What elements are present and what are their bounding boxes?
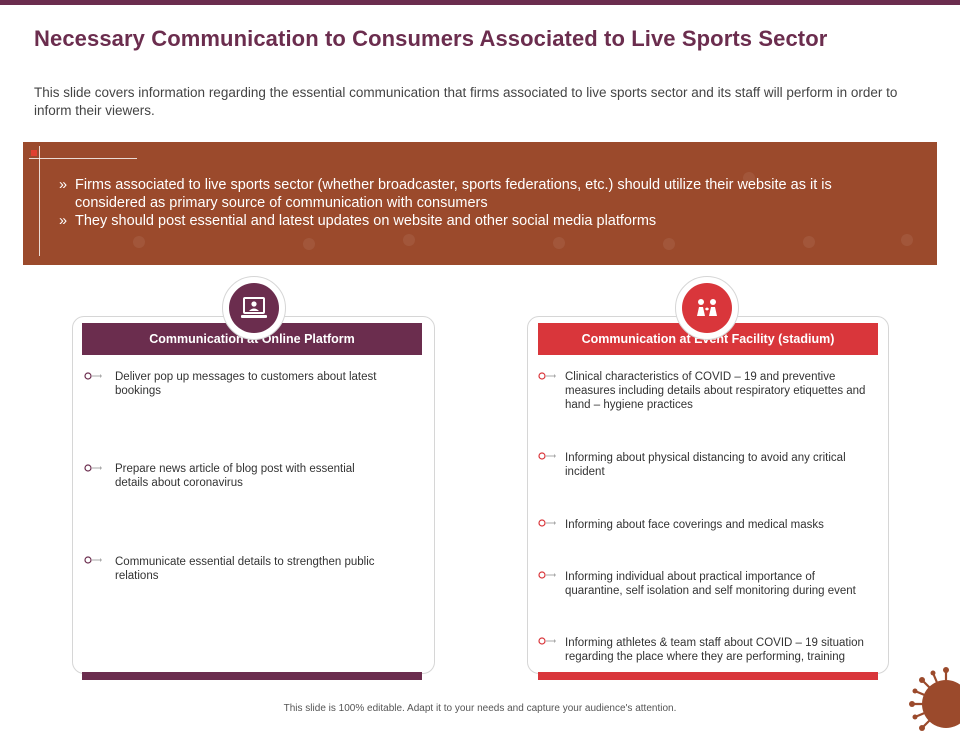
- slide-title: Necessary Communication to Consumers Ass…: [34, 26, 828, 51]
- event-item: Clinical characteristics of COVID – 19 a…: [565, 371, 866, 411]
- intro-text: This slide covers information regarding …: [34, 85, 898, 118]
- online-item: Deliver pop up messages to customers abo…: [115, 371, 377, 397]
- banner-bullet-list: » Firms associated to live sports sector…: [59, 176, 889, 230]
- decor-square: [31, 150, 37, 156]
- people-stadium-icon: [682, 283, 732, 333]
- ring-arrow-icon: [84, 372, 102, 380]
- online-item: Prepare news article of blog post with e…: [115, 463, 355, 489]
- online-item: Communicate essential details to strengt…: [115, 556, 375, 582]
- banner-bullet: » They should post essential and latest …: [59, 212, 889, 230]
- event-facility-icon-ring: [675, 276, 739, 340]
- ring-arrow-icon: [538, 571, 556, 579]
- event-item: Informing individual about practical imp…: [565, 571, 856, 597]
- highlight-banner: » Firms associated to live sports sector…: [23, 142, 937, 265]
- decor-dot: [663, 238, 675, 250]
- event-item: Informing athletes & team staff about CO…: [565, 637, 864, 663]
- virus-icon: [909, 667, 960, 731]
- online-platform-footer-bar: [82, 672, 422, 680]
- ring-arrow-icon: [84, 464, 102, 472]
- decor-line: [29, 158, 137, 159]
- bullet-mark: »: [59, 177, 68, 193]
- ring-arrow-icon: [84, 556, 102, 564]
- ring-arrow-icon: [538, 637, 556, 645]
- decor-dot: [901, 234, 913, 246]
- event-item: Informing about face coverings and medic…: [565, 519, 824, 531]
- top-accent-bar: [0, 0, 960, 5]
- laptop-user-icon: [229, 283, 279, 333]
- footer-note: This slide is 100% editable. Adapt it to…: [283, 703, 677, 714]
- ring-arrow-icon: [538, 372, 556, 380]
- decor-dot: [803, 236, 815, 248]
- decor-dot: [133, 236, 145, 248]
- event-facility-card: [527, 316, 889, 674]
- ring-arrow-icon: [538, 519, 556, 527]
- decor-dot: [553, 237, 565, 249]
- decor-dot: [743, 172, 755, 184]
- ring-arrow-icon: [538, 452, 556, 460]
- decor-dot: [303, 238, 315, 250]
- banner-bullet-text: They should post essential and latest up…: [75, 213, 657, 229]
- banner-bullet-text: Firms associated to live sports sector (…: [75, 177, 832, 211]
- decor-dot: [403, 234, 415, 246]
- bullet-mark: »: [59, 213, 68, 229]
- online-platform-icon-ring: [222, 276, 286, 340]
- decor-line: [39, 146, 40, 256]
- banner-bullet: » Firms associated to live sports sector…: [59, 176, 889, 212]
- event-facility-footer-bar: [538, 672, 878, 680]
- online-platform-card: [72, 316, 435, 674]
- event-item: Informing about physical distancing to a…: [565, 452, 846, 478]
